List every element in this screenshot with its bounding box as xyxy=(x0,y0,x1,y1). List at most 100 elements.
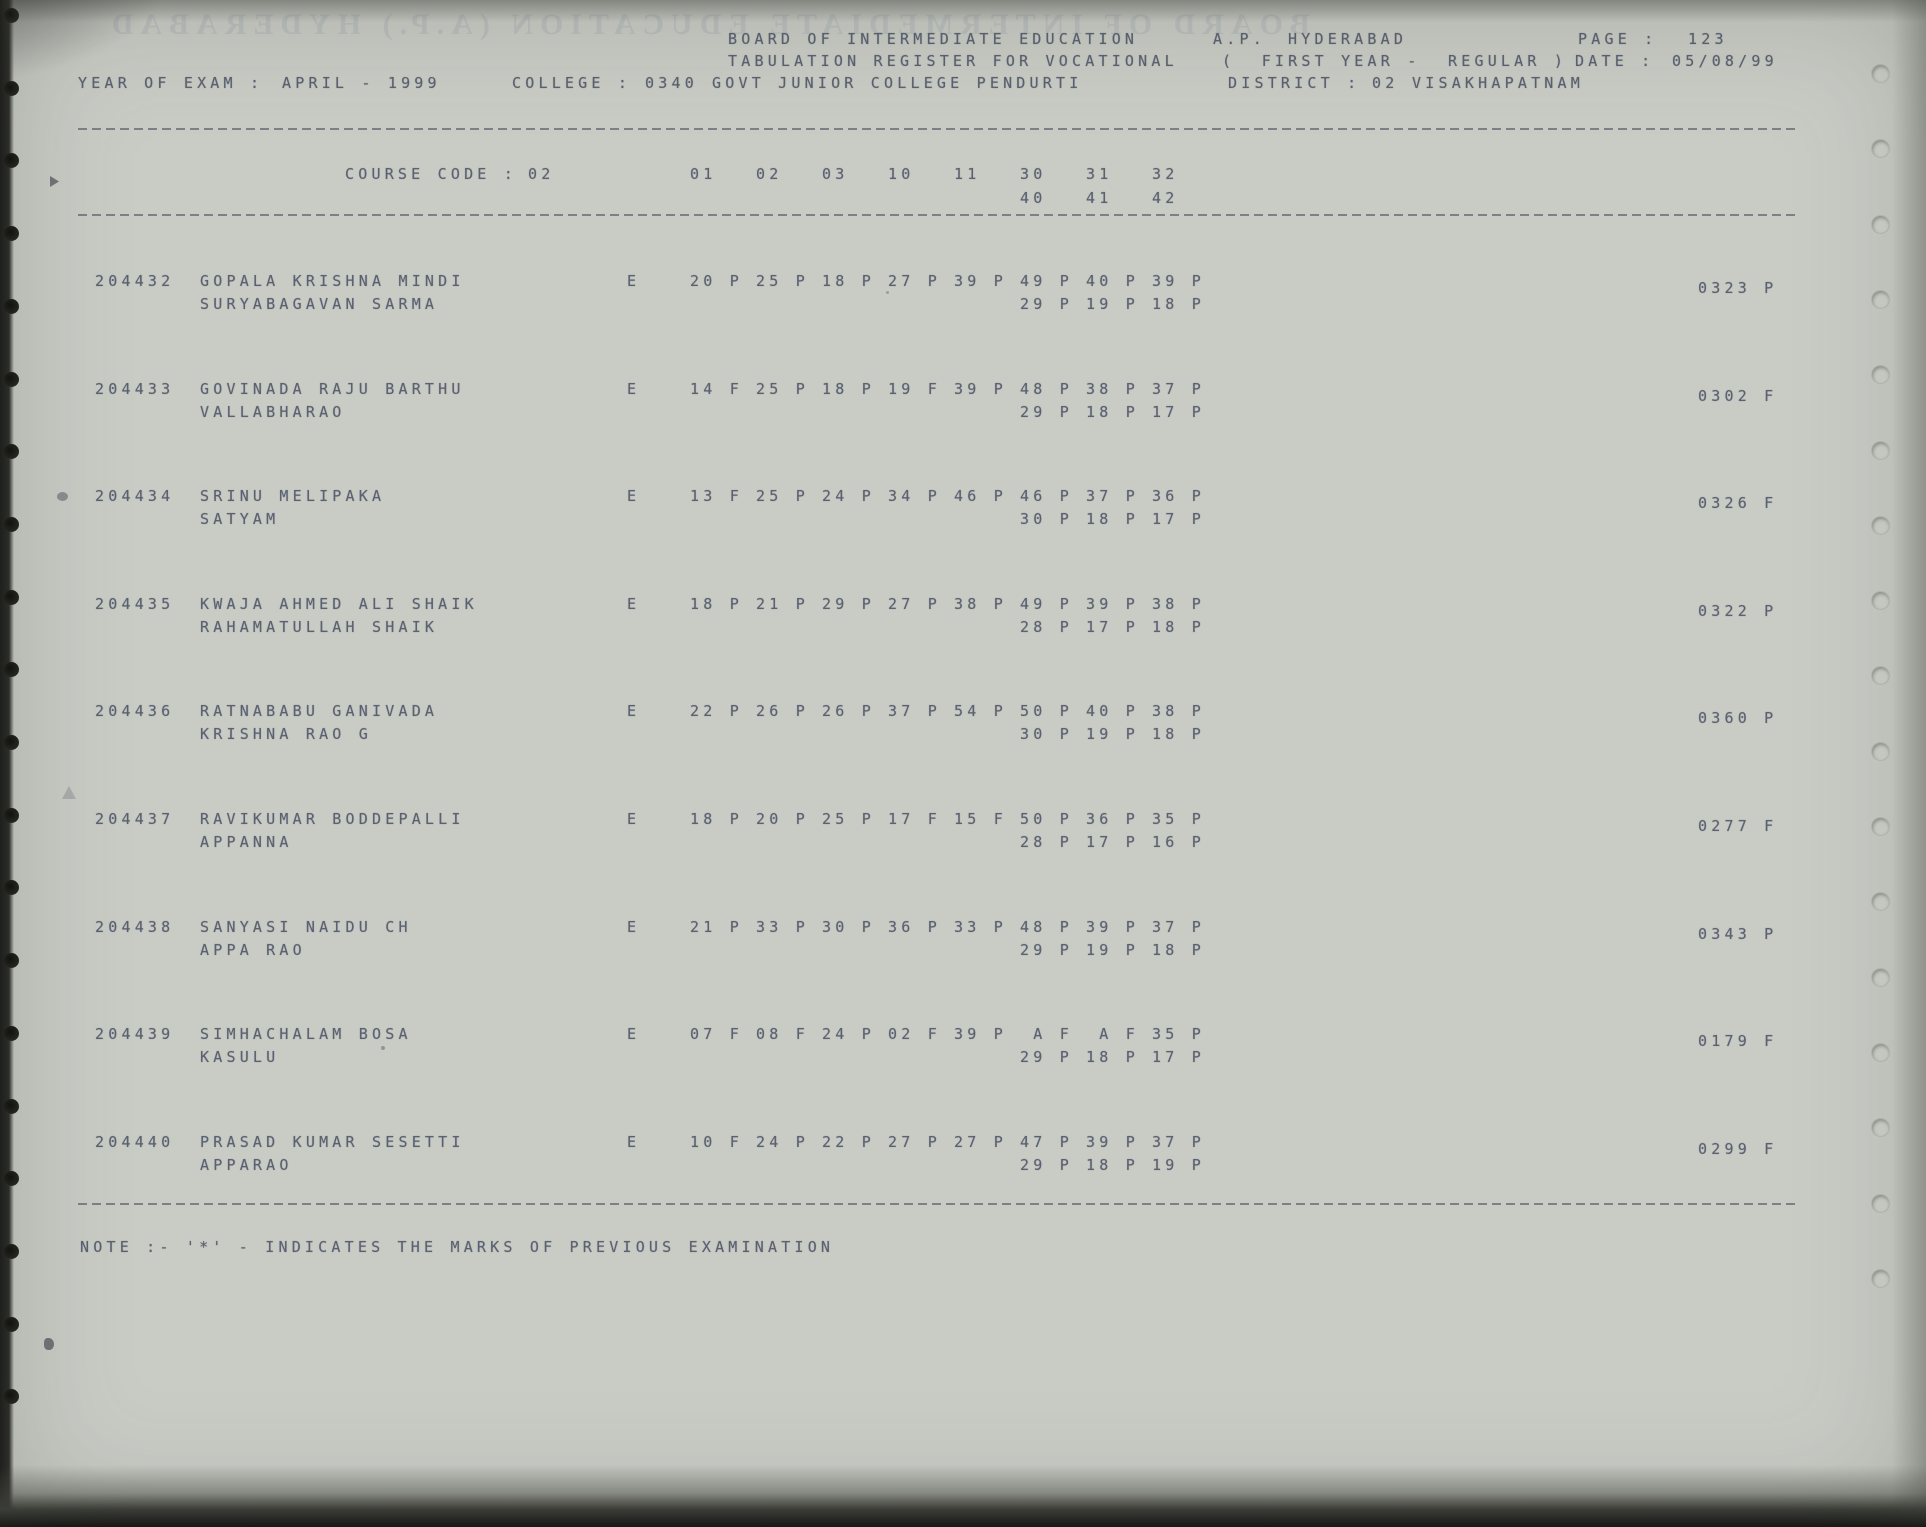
scan-top-edge-shadow xyxy=(0,0,1926,22)
subject-mark: 25 P xyxy=(756,487,809,505)
course-code-label: COURSE CODE : xyxy=(345,165,517,183)
subject-mark: 48 P xyxy=(1020,380,1073,398)
subject-mark: 29 P xyxy=(1020,295,1073,313)
subject-mark: 39 P xyxy=(1086,595,1139,613)
subject-mark: 17 P xyxy=(1086,618,1139,636)
total-marks: 0323 P xyxy=(1698,279,1778,297)
sprocket-hole xyxy=(4,1244,19,1259)
total-marks: 0360 P xyxy=(1698,709,1778,727)
subject-mark: 29 P xyxy=(1020,1048,1073,1066)
college-code: 0340 xyxy=(645,74,698,92)
subject-column: 41 xyxy=(1086,189,1113,207)
punch-hole xyxy=(1872,818,1889,835)
subject-mark: 20 P xyxy=(690,272,743,290)
sprocket-hole xyxy=(4,1317,19,1332)
subject-column: 42 xyxy=(1152,189,1179,207)
sprocket-hole xyxy=(4,1171,19,1186)
college-label: COLLEGE : xyxy=(512,74,632,92)
paper-speck xyxy=(381,1046,385,1050)
subject-mark: 18 P xyxy=(690,595,743,613)
subject-mark: 17 P xyxy=(1152,403,1205,421)
sprocket-hole xyxy=(4,1026,19,1041)
course-code-value: 02 xyxy=(528,165,555,183)
district-code: 02 xyxy=(1372,74,1399,92)
subject-mark: 15 F xyxy=(954,810,1007,828)
board-region: A.P. xyxy=(1213,30,1266,48)
medium: E xyxy=(627,272,641,290)
punch-hole xyxy=(1872,517,1889,534)
student-father-name: RAHAMATULLAH SHAIK xyxy=(200,618,439,636)
subject-mark: 34 P xyxy=(888,487,941,505)
subject-mark: 18 P xyxy=(1152,295,1205,313)
subject-mark: 38 P xyxy=(1086,380,1139,398)
subject-mark: 30 P xyxy=(822,918,875,936)
total-marks: 0326 F xyxy=(1698,494,1778,512)
subject-mark: 27 P xyxy=(888,595,941,613)
subject-column: 03 xyxy=(822,165,849,183)
subject-column: 31 xyxy=(1086,165,1113,183)
student-name: GOVINADA RAJU BARTHU xyxy=(200,380,465,398)
subject-mark: 07 F xyxy=(690,1025,743,1043)
subject-mark: 18 P xyxy=(822,380,875,398)
subject-mark: 18 P xyxy=(1152,941,1205,959)
student-name: RATNABABU GANIVADA xyxy=(200,702,439,720)
subject-mark: 17 F xyxy=(888,810,941,828)
subject-mark: 29 P xyxy=(1020,1156,1073,1174)
paper-right-edge xyxy=(1892,0,1926,1527)
subject-mark: 19 P xyxy=(1086,941,1139,959)
roll-number: 204440 xyxy=(95,1133,175,1151)
subject-mark: 36 P xyxy=(888,918,941,936)
medium: E xyxy=(627,595,641,613)
sprocket-hole xyxy=(4,8,19,23)
student-father-name: SATYAM xyxy=(200,510,280,528)
subject-mark: 28 P xyxy=(1020,833,1073,851)
total-marks: 0302 F xyxy=(1698,387,1778,405)
medium: E xyxy=(627,810,641,828)
subject-mark: 18 P xyxy=(1086,1156,1139,1174)
sprocket-hole xyxy=(4,517,19,532)
subject-mark: 18 P xyxy=(1152,725,1205,743)
subject-mark: 49 P xyxy=(1020,595,1073,613)
punch-hole xyxy=(1872,216,1889,233)
subject-mark: 40 P xyxy=(1086,272,1139,290)
subject-mark: 37 P xyxy=(888,702,941,720)
separator-line xyxy=(78,214,1797,216)
subject-mark: 48 P xyxy=(1020,918,1073,936)
punch-hole xyxy=(1872,1119,1889,1136)
student-father-name: APPA RAO xyxy=(200,941,306,959)
subject-mark: 39 P xyxy=(1086,1133,1139,1151)
student-name: GOPALA KRISHNA MINDI xyxy=(200,272,465,290)
board-city: HYDERABAD xyxy=(1288,30,1408,48)
subject-column: 01 xyxy=(690,165,717,183)
roll-number: 204436 xyxy=(95,702,175,720)
student-father-name: KASULU xyxy=(200,1048,280,1066)
subject-mark: 38 P xyxy=(1152,595,1205,613)
subject-mark: 17 P xyxy=(1152,1048,1205,1066)
subject-mark: 19 F xyxy=(888,380,941,398)
subject-mark: 10 F xyxy=(690,1133,743,1151)
roll-number: 204434 xyxy=(95,487,175,505)
subject-mark: 26 P xyxy=(756,702,809,720)
note-text: NOTE :- '*' - INDICATES THE MARKS OF PRE… xyxy=(80,1238,835,1256)
sprocket-hole xyxy=(4,1099,19,1114)
subject-mark: 37 P xyxy=(1086,487,1139,505)
roll-number: 204435 xyxy=(95,595,175,613)
sprocket-hole xyxy=(4,808,19,823)
punch-hole xyxy=(1872,1044,1889,1061)
paper-speck xyxy=(44,1338,54,1350)
subject-mark: 30 P xyxy=(1020,510,1073,528)
subject-column: 11 xyxy=(954,165,981,183)
subject-mark: 18 P xyxy=(1086,1048,1139,1066)
subject-mark: 29 P xyxy=(822,595,875,613)
separator-line xyxy=(78,1203,1797,1205)
year-of-exam-value: APRIL - 1999 xyxy=(282,74,441,92)
total-marks: 0299 F xyxy=(1698,1140,1778,1158)
punch-hole xyxy=(1872,1195,1889,1212)
board-title: BOARD OF INTERMEDIATE EDUCATION xyxy=(728,30,1139,48)
subject-mark: 38 P xyxy=(1152,702,1205,720)
subject-mark: 33 P xyxy=(954,918,1007,936)
sprocket-hole xyxy=(4,299,19,314)
subject-mark: 37 P xyxy=(1152,1133,1205,1151)
subject-mark: 27 P xyxy=(888,272,941,290)
student-name: KWAJA AHMED ALI SHAIK xyxy=(200,595,478,613)
